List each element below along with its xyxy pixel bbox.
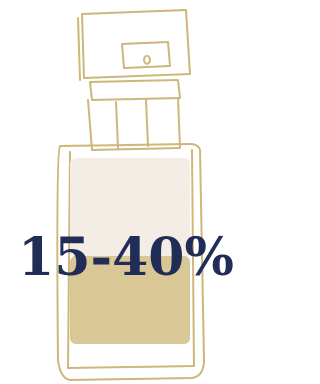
percentage-label: 15-40%	[18, 227, 234, 288]
page: 15-40% (() => { const data = JSON.parse(…	[0, 0, 251, 384]
bottle-illustration: 15-40%	[0, 0, 251, 384]
